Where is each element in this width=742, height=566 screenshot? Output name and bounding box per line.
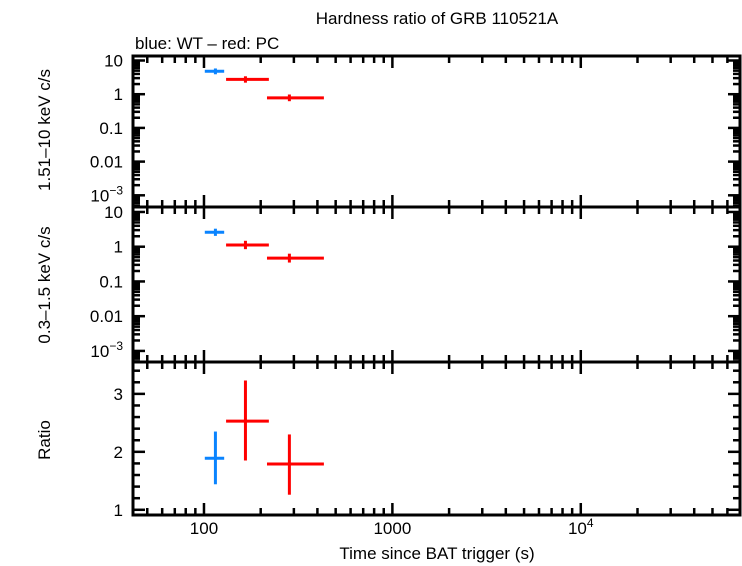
y-axis-label-soft: 0.3–1.5 keV c/s <box>35 226 54 343</box>
data-point-pc <box>266 253 324 263</box>
y-tick-label: 1 <box>114 238 123 257</box>
x-axis-label: Time since BAT trigger (s) <box>339 544 534 563</box>
y-tick-label: 10 <box>104 52 123 71</box>
y-tick-label: 0.1 <box>99 119 123 138</box>
x-tick-label: 100 <box>190 519 218 538</box>
data-point-pc <box>226 380 269 461</box>
panel-2: 10 1 0.1 0.01 10−3 <box>90 203 742 364</box>
panel-3: 100 1000 104 1 2 3 <box>114 360 742 538</box>
y-tick-label: 10 <box>104 203 123 222</box>
y-tick-label: 2 <box>114 443 123 462</box>
y-tick-label: 3 <box>114 385 123 404</box>
panel-frame <box>131 54 742 209</box>
chart-title: Hardness ratio of GRB 110521A <box>316 9 559 28</box>
y-tick-label: 1 <box>114 85 123 104</box>
y-axis-label-ratio: Ratio <box>35 420 54 460</box>
data-point-pc <box>226 76 269 83</box>
x-tick-label: 104 <box>568 516 594 538</box>
x-tick-label: 1000 <box>373 519 411 538</box>
data-point-pc <box>266 94 324 102</box>
y-tick-label: 0.1 <box>99 272 123 291</box>
panel-frame <box>131 205 742 364</box>
data-point-pc <box>266 434 324 495</box>
panel-frame <box>131 360 742 517</box>
y-tick-label: 10−3 <box>90 339 123 361</box>
data-point-wt <box>204 431 225 485</box>
y-tick-label: 0.01 <box>90 153 123 172</box>
chart-subtitle: blue: WT – red: PC <box>135 34 279 53</box>
y-tick-label: 1 <box>114 501 123 520</box>
y-axis-label-hard: 1.51–10 keV c/s <box>35 69 54 191</box>
data-point-wt <box>204 68 225 75</box>
data-point-wt <box>204 228 225 236</box>
data-point-pc <box>226 240 269 250</box>
y-tick-label: 0.01 <box>90 307 123 326</box>
